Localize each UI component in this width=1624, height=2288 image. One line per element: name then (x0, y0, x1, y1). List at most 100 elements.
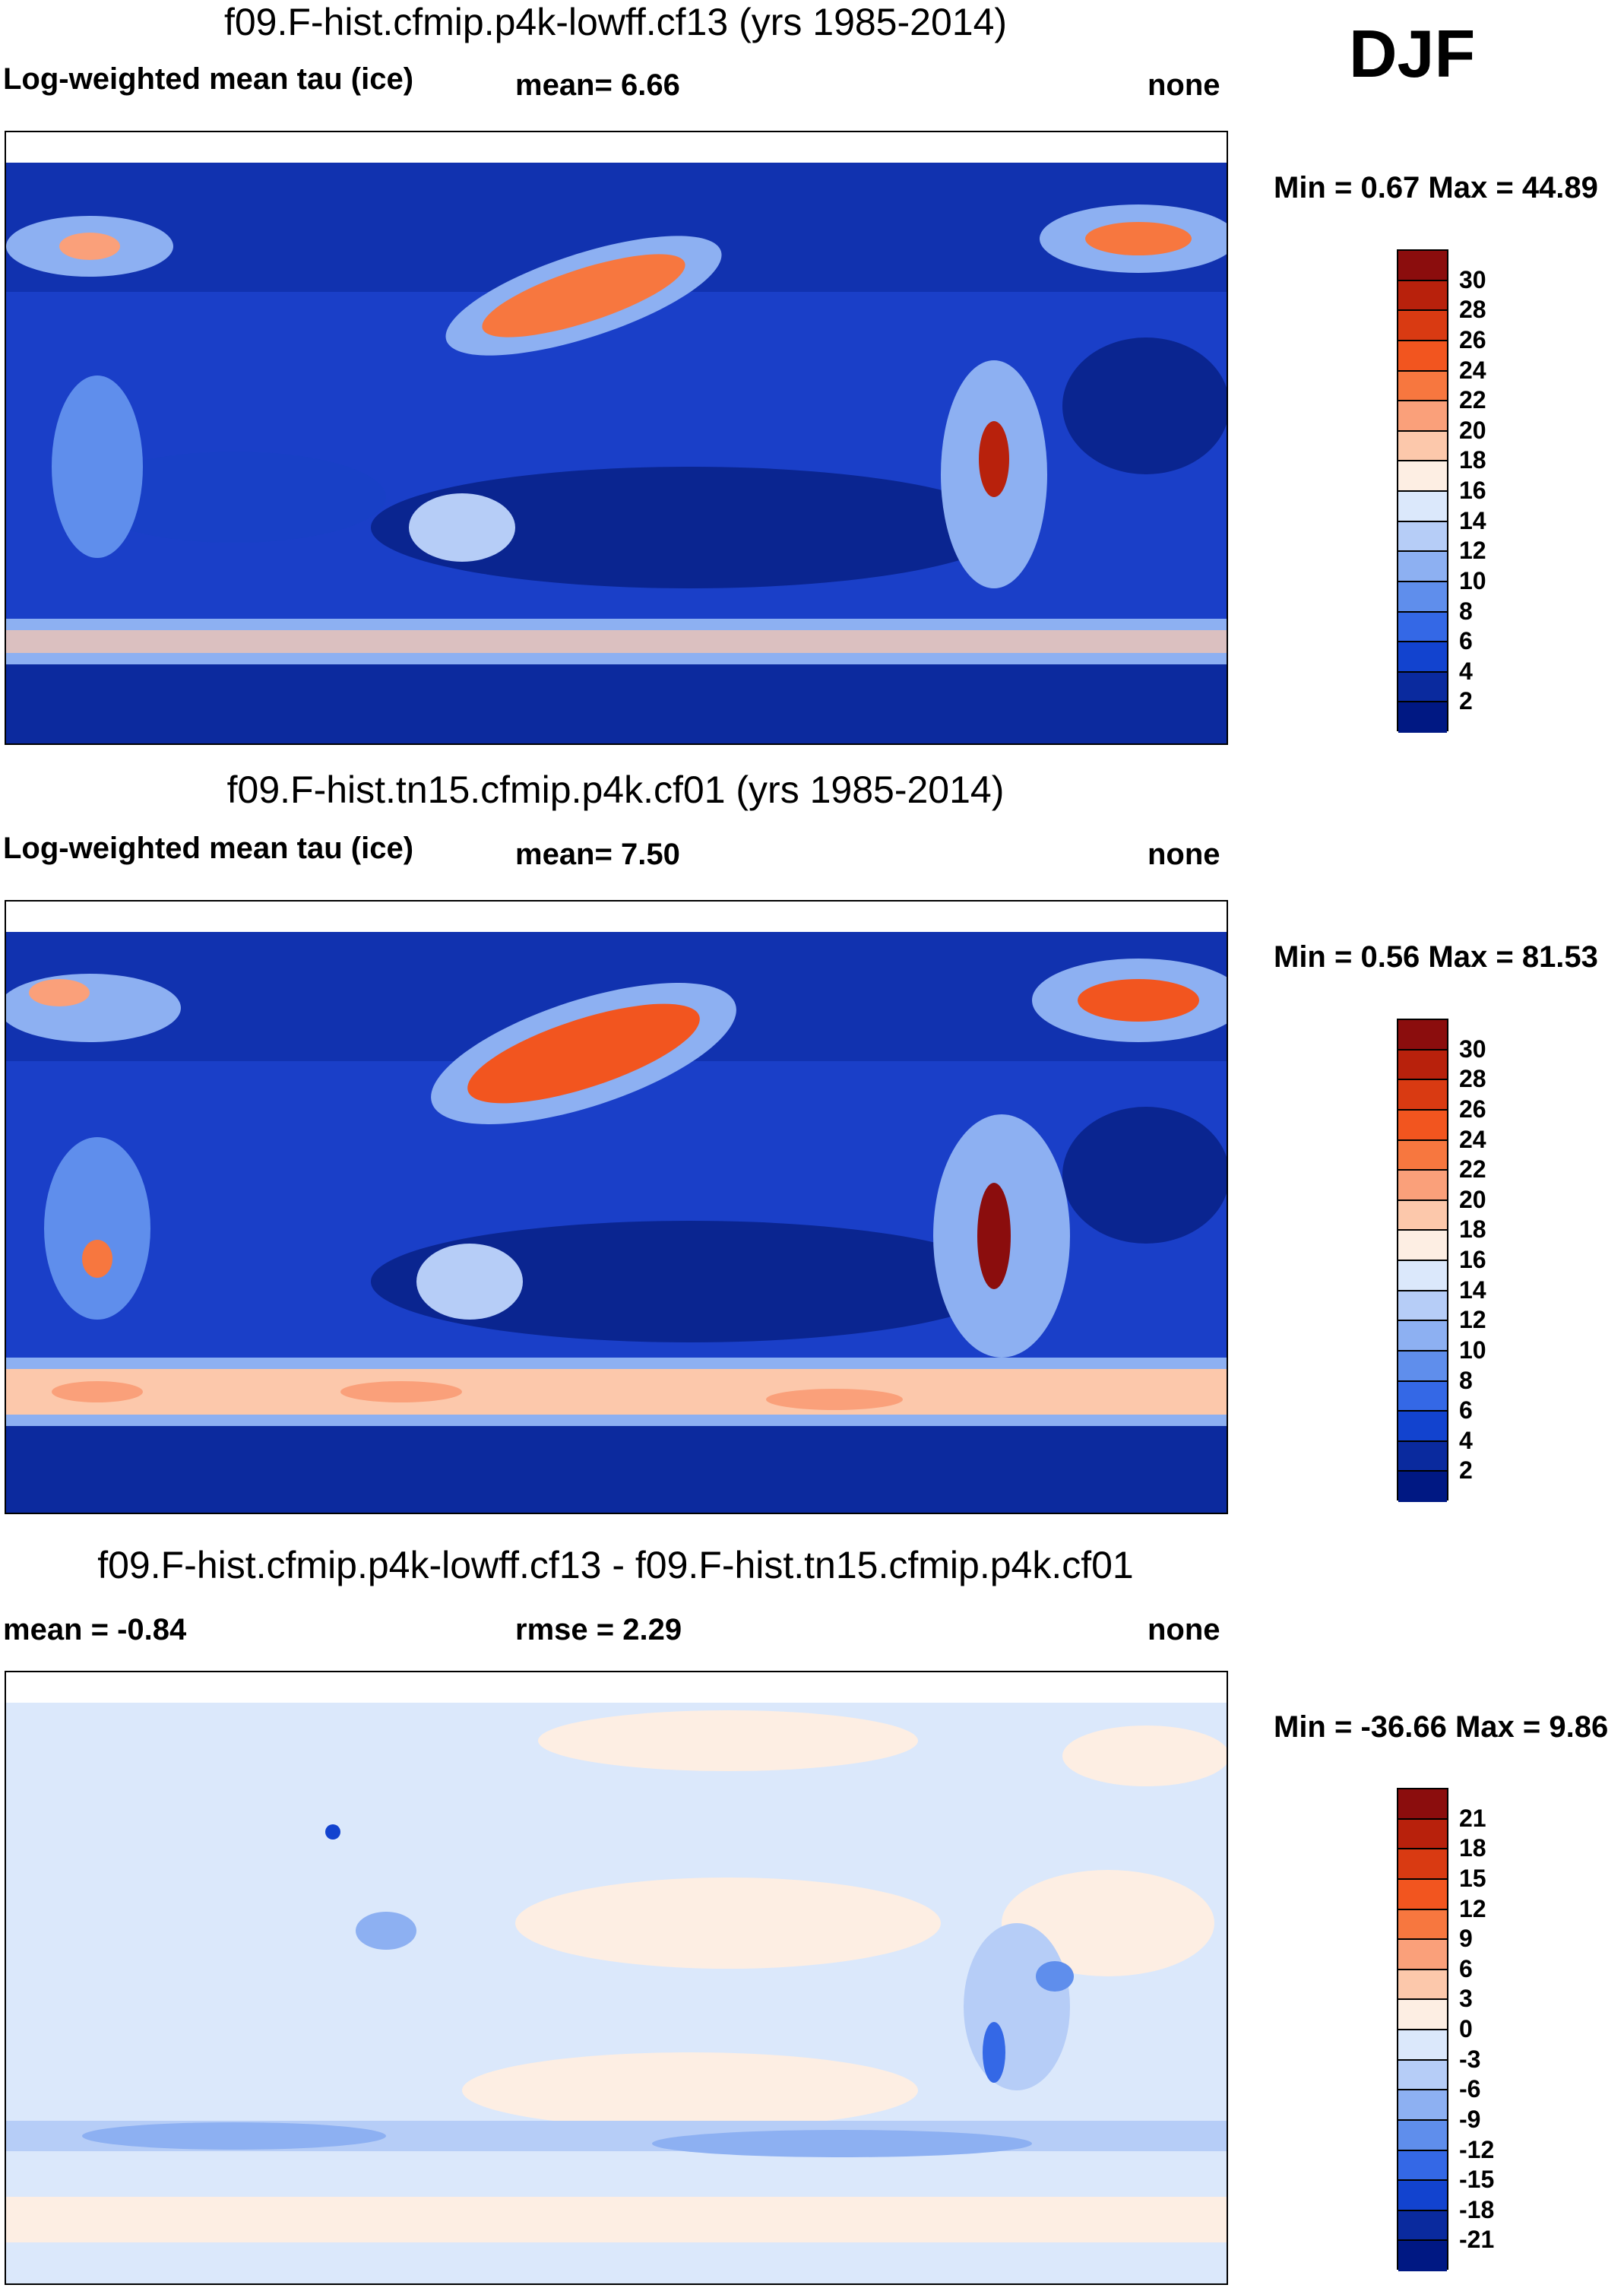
panel-2-left-label: Log-weighted mean tau (ice) (3, 832, 414, 865)
colorbar-tick-label: 18 (1459, 1215, 1486, 1244)
colorbar-tick-label: -18 (1459, 2195, 1495, 2223)
colorbar-tick-label: 20 (1459, 1185, 1486, 1213)
panel-2-colorbar (1397, 1019, 1448, 1502)
colorbar-tick-label: 14 (1459, 1276, 1486, 1304)
colorbar-tick-label: 12 (1459, 1894, 1486, 1922)
colorbar-cell (1398, 431, 1447, 462)
colorbar-cell (1398, 1110, 1447, 1141)
colorbar-tick-label: 0 (1459, 2015, 1473, 2042)
colorbar-cell (1398, 1261, 1447, 1291)
colorbar-tick-label: 8 (1459, 597, 1473, 625)
colorbar-cell (1398, 1140, 1447, 1171)
panel-1-map (5, 131, 1228, 745)
panel-3-rmse-label: rmse = 2.29 (515, 1613, 682, 1646)
colorbar-cell (1398, 2210, 1447, 2242)
colorbar-tick-label: 9 (1459, 1925, 1473, 1953)
colorbar-cell (1398, 1080, 1447, 1111)
panel-2-map (5, 900, 1228, 1514)
panel-3-minmax: Min = -36.66 Max = 9.86 (1274, 1710, 1609, 1744)
colorbar-cell (1398, 1819, 1447, 1850)
panel-3-mean-label: mean = -0.84 (3, 1613, 187, 1646)
colorbar-cell (1398, 341, 1447, 372)
colorbar-cell (1398, 1020, 1447, 1051)
colorbar-tick-label: 24 (1459, 1125, 1486, 1153)
panel-2-units-label: none (1148, 838, 1220, 871)
colorbar-tick-label: 14 (1459, 506, 1486, 534)
colorbar-cell (1398, 280, 1447, 312)
panel-1-left-label: Log-weighted mean tau (ice) (3, 62, 414, 96)
colorbar-cell (1398, 2090, 1447, 2121)
colorbar-cell (1398, 2060, 1447, 2091)
colorbar-cell (1398, 1940, 1447, 1970)
panel-3-units-label: none (1148, 1613, 1220, 1646)
colorbar-cell (1398, 1849, 1447, 1880)
colorbar-cell (1398, 2150, 1447, 2182)
colorbar-tick-label: -6 (1459, 2075, 1481, 2103)
colorbar-cell (1398, 642, 1447, 673)
colorbar-tick-label: 6 (1459, 1396, 1473, 1424)
colorbar-tick-label: -15 (1459, 2166, 1495, 2194)
colorbar-cell (1398, 1231, 1447, 1261)
colorbar-tick-label: 21 (1459, 1804, 1486, 1832)
colorbar-cell (1398, 2000, 1447, 2030)
colorbar-tick-label: 10 (1459, 566, 1486, 594)
colorbar-tick-label: -21 (1459, 2226, 1495, 2254)
colorbar-cell (1398, 371, 1447, 402)
panel-1-units-label: none (1148, 68, 1220, 102)
colorbar-cell (1398, 401, 1447, 432)
colorbar-cell (1398, 1441, 1447, 1472)
colorbar-tick-label: -9 (1459, 2105, 1481, 2133)
colorbar-tick-label: 18 (1459, 446, 1486, 474)
colorbar-tick-label: 15 (1459, 1864, 1486, 1892)
colorbar-cell (1398, 492, 1447, 522)
colorbar-tick-label: 26 (1459, 1095, 1486, 1123)
colorbar-cell (1398, 1050, 1447, 1081)
panel-1-minmax: Min = 0.67 Max = 44.89 (1274, 171, 1598, 204)
colorbar-cell (1398, 521, 1447, 553)
colorbar-cell (1398, 251, 1447, 281)
colorbar-tick-label: 26 (1459, 325, 1486, 353)
colorbar-cell (1398, 2120, 1447, 2151)
panel-3-title: f09.F-hist.cfmip.p4k-lowff.cf13 - f09.F-… (97, 1544, 1134, 1586)
colorbar-tick-label: 28 (1459, 296, 1486, 324)
colorbar-tick-label: 24 (1459, 356, 1486, 384)
colorbar-tick-label: 30 (1459, 265, 1486, 293)
colorbar-cell (1398, 1879, 1447, 1910)
colorbar-cell (1398, 1351, 1447, 1382)
colorbar-tick-label: 20 (1459, 416, 1486, 444)
colorbar-tick-label: 10 (1459, 1336, 1486, 1364)
panel-2-mean-label: mean= 7.50 (515, 838, 680, 871)
colorbar-cell (1398, 612, 1447, 643)
colorbar-tick-label: 3 (1459, 1985, 1473, 2013)
colorbar-cell (1398, 311, 1447, 341)
panel-3-map (5, 1671, 1228, 2285)
colorbar-tick-label: 30 (1459, 1035, 1486, 1063)
colorbar-cell (1398, 1472, 1447, 1502)
panel-3-colorbar (1397, 1788, 1448, 2271)
colorbar-cell (1398, 582, 1447, 613)
panel-2-minmax: Min = 0.56 Max = 81.53 (1274, 940, 1598, 974)
colorbar-cell (1398, 1321, 1447, 1352)
colorbar-tick-label: 6 (1459, 1954, 1473, 1982)
panel-1-mean-label: mean= 6.66 (515, 68, 680, 102)
colorbar-tick-label: 16 (1459, 477, 1486, 504)
colorbar-cell (1398, 1789, 1447, 1820)
colorbar-cell (1398, 2030, 1447, 2061)
colorbar-tick-label: 16 (1459, 1246, 1486, 1273)
colorbar-tick-label: 22 (1459, 386, 1486, 414)
colorbar-tick-label: -3 (1459, 2045, 1481, 2073)
colorbar-tick-label: -12 (1459, 2135, 1495, 2163)
colorbar-cell (1398, 2241, 1447, 2271)
colorbar-tick-label: 12 (1459, 1306, 1486, 1334)
colorbar-tick-label: 18 (1459, 1834, 1486, 1862)
colorbar-cell (1398, 702, 1447, 733)
colorbar-tick-label: 4 (1459, 1426, 1473, 1454)
colorbar-tick-label: 28 (1459, 1065, 1486, 1093)
colorbar-cell (1398, 2181, 1447, 2211)
panel-2-title: f09.F-hist.tn15.cfmip.p4k.cf01 (yrs 1985… (226, 768, 1005, 811)
colorbar-tick-label: 2 (1459, 687, 1473, 715)
colorbar-tick-label: 6 (1459, 627, 1473, 655)
colorbar-cell (1398, 1291, 1447, 1322)
colorbar-cell (1398, 1970, 1447, 2001)
colorbar-tick-label: 12 (1459, 537, 1486, 565)
